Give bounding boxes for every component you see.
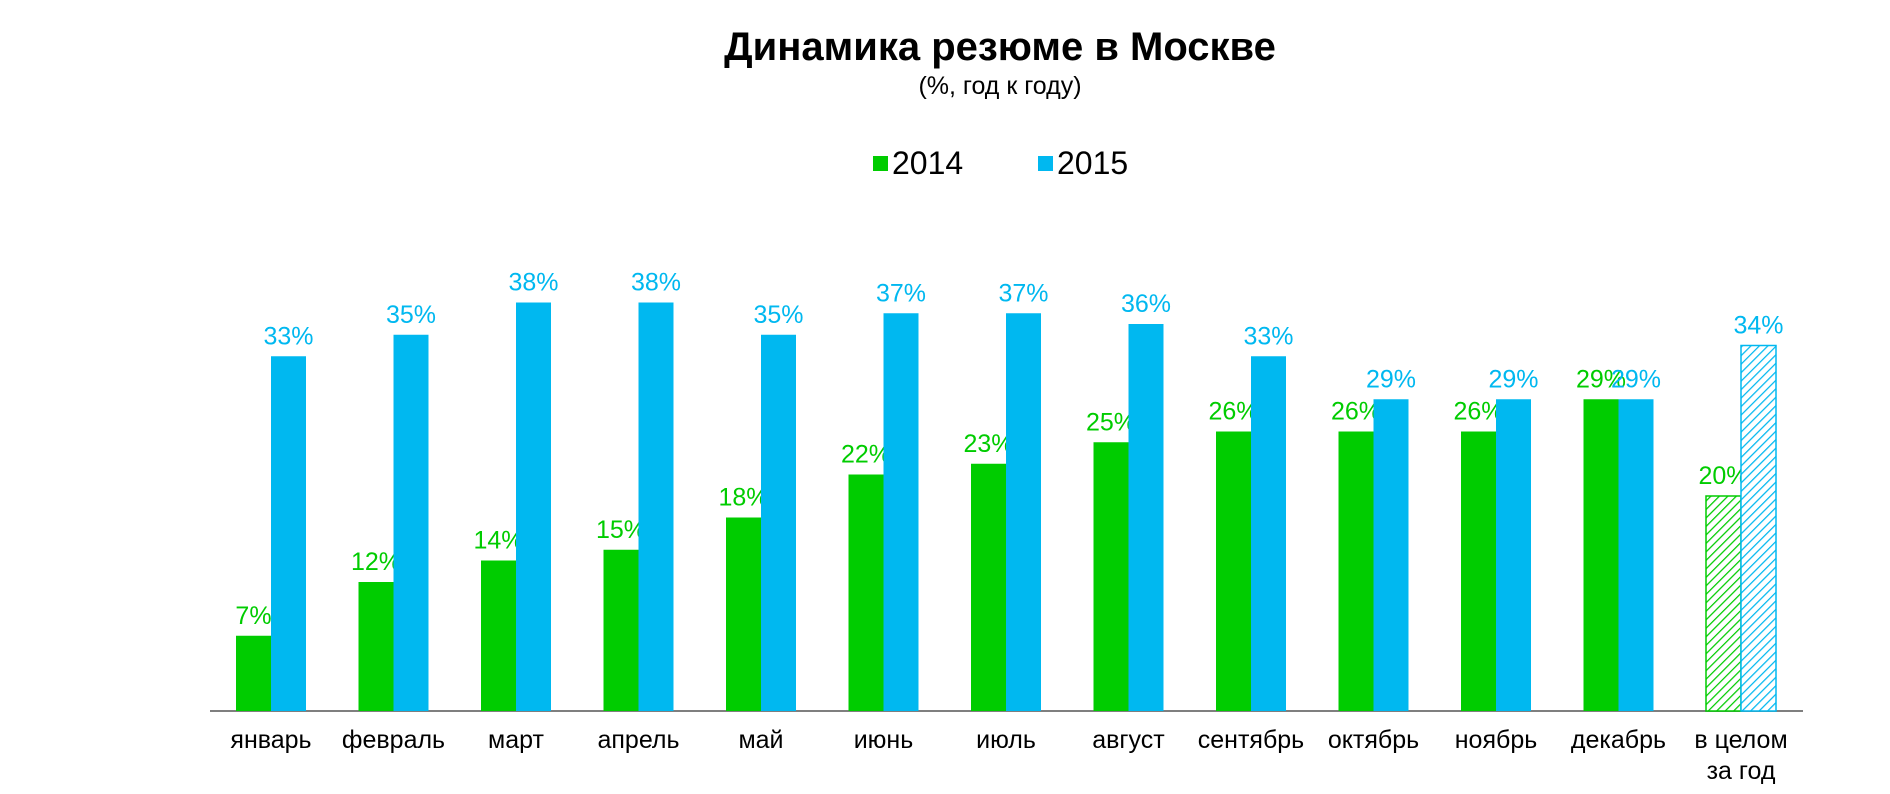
bar-2015-2 [516, 302, 551, 711]
data-label-2015-5: 37% [876, 279, 926, 307]
bar-2014-5 [848, 474, 884, 711]
bar-2014-6 [971, 463, 1006, 711]
data-label-2014-12: 20% [1698, 462, 1748, 490]
data-label-2015-2: 38% [508, 269, 558, 297]
data-label-2015-7: 36% [1121, 290, 1171, 318]
data-label-2015-6: 37% [998, 279, 1048, 307]
bar-2015-6 [1006, 313, 1041, 711]
legend: 2014 2015 [873, 145, 1128, 181]
category-label-3: апрель [597, 726, 679, 754]
data-label-2015-9: 29% [1366, 365, 1416, 393]
bar-2015-12 [1740, 344, 1777, 712]
bar-2014-11 [1583, 399, 1619, 711]
bar-2015-1 [393, 334, 429, 711]
category-label-9: октябрь [1328, 726, 1419, 754]
data-label-2014-10: 26% [1453, 398, 1503, 426]
data-label-2015-12: 34% [1733, 312, 1783, 340]
bar-2014-7 [1093, 442, 1129, 711]
bar-2014-10 [1461, 431, 1496, 711]
data-label-2015-4: 35% [753, 301, 803, 329]
data-label-2015-11: 29% [1611, 365, 1661, 393]
data-label-2015-8: 33% [1243, 322, 1293, 350]
data-label-2014-2: 14% [473, 527, 523, 555]
data-label-2014-1: 12% [351, 548, 401, 576]
data-label-2014-0: 7% [235, 602, 271, 630]
data-label-2014-8: 26% [1208, 398, 1258, 426]
category-label-4: май [738, 726, 783, 754]
bar-2015-5 [883, 313, 919, 711]
bar-2014-3 [603, 549, 639, 711]
category-label-0: январь [230, 726, 311, 754]
data-label-2014-7: 25% [1086, 408, 1136, 436]
category-label-12-line-0: в целом [1694, 726, 1787, 754]
bar-2014-1 [358, 582, 394, 711]
data-label-2014-6: 23% [963, 430, 1013, 458]
bar-2015-7 [1128, 324, 1164, 711]
data-label-2014-3: 15% [596, 516, 646, 544]
bar-2014-12 [1705, 495, 1742, 712]
data-label-2015-3: 38% [631, 269, 681, 297]
category-label-12-line-1: за год [1707, 757, 1776, 785]
bar-2015-3 [638, 302, 674, 711]
bar-2015-4 [761, 334, 796, 711]
category-label-10: ноябрь [1455, 726, 1538, 754]
bar-2015-11 [1618, 399, 1654, 711]
bar-2014-0 [236, 635, 271, 711]
bar-2015-9 [1373, 399, 1409, 711]
category-label-5: июнь [854, 726, 914, 754]
category-label-11: декабрь [1571, 726, 1666, 754]
category-label-8: сентябрь [1198, 726, 1304, 754]
category-label-6: июль [976, 726, 1036, 754]
legend-label-2015: 2015 [1057, 145, 1128, 181]
bar-2015-8 [1251, 356, 1286, 711]
data-label-2014-11: 29% [1576, 365, 1626, 393]
bar-2014-2 [481, 560, 516, 711]
legend-label-2014: 2014 [892, 145, 963, 181]
chart-subtitle: (%, год к году) [918, 72, 1081, 100]
data-label-2015-10: 29% [1488, 365, 1538, 393]
data-label-2015-1: 35% [386, 301, 436, 329]
chart-title: Динамика резюме в Москве [724, 25, 1276, 69]
data-label-2014-9: 26% [1331, 398, 1381, 426]
bar-2015-10 [1496, 399, 1531, 711]
category-label-7: август [1092, 726, 1165, 754]
bar-2015-0 [271, 356, 306, 711]
bar-2014-4 [726, 517, 761, 711]
bar-2014-9 [1338, 431, 1374, 711]
plot-area: 7% 33% январь 12% 35% февраль 14% 38% март 15% 38%… [210, 269, 1803, 785]
legend-swatch-2015 [1038, 156, 1053, 171]
data-label-2014-4: 18% [718, 484, 768, 512]
category-label-1: февраль [342, 726, 445, 754]
data-label-2015-0: 33% [263, 322, 313, 350]
data-label-2014-5: 22% [841, 441, 891, 469]
legend-swatch-2014 [873, 156, 888, 171]
category-label-2: март [488, 726, 544, 754]
bar-2014-8 [1216, 431, 1251, 711]
